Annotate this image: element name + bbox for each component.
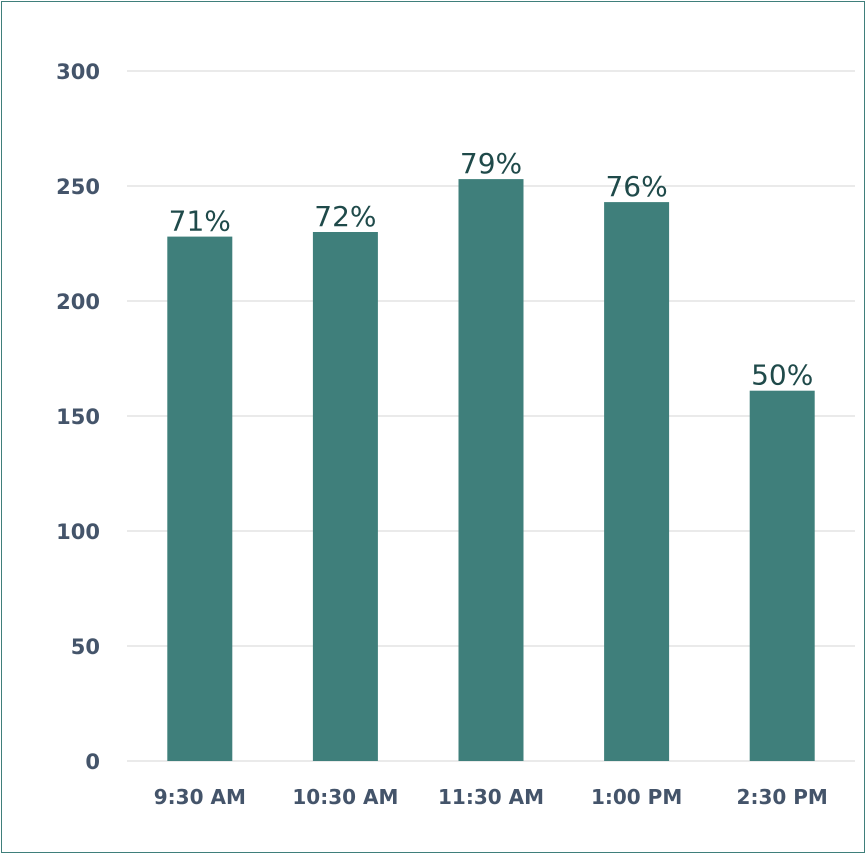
y-tick-label: 0	[85, 750, 100, 774]
x-category-label: 2:30 PM	[737, 785, 828, 809]
data-label: 50%	[751, 359, 813, 392]
x-category-label: 9:30 AM	[154, 785, 246, 809]
bar	[604, 202, 670, 762]
data-label: 71%	[169, 205, 231, 238]
bar	[312, 232, 378, 761]
bar	[749, 390, 815, 761]
x-category-label: 1:00 PM	[591, 785, 682, 809]
bars	[167, 179, 815, 762]
bar	[167, 236, 233, 762]
x-category-label: 11:30 AM	[438, 785, 544, 809]
y-tick-label: 200	[56, 290, 100, 314]
data-label: 72%	[314, 200, 376, 233]
y-tick-label: 150	[56, 405, 100, 429]
y-axis-tick-labels: 0 50 100 150 200 250 300	[56, 60, 100, 774]
x-axis-category-labels: 9:30 AM 10:30 AM 11:30 AM 1:00 PM 2:30 PM	[154, 785, 828, 809]
y-tick-label: 300	[56, 60, 100, 84]
data-labels: 71% 72% 79% 76% 50%	[169, 147, 814, 392]
x-category-label: 10:30 AM	[292, 785, 398, 809]
y-tick-label: 250	[56, 175, 100, 199]
data-label: 76%	[605, 170, 667, 203]
y-tick-label: 50	[71, 635, 100, 659]
y-tick-label: 100	[56, 520, 100, 544]
data-label: 79%	[460, 147, 522, 180]
bar	[458, 179, 524, 762]
